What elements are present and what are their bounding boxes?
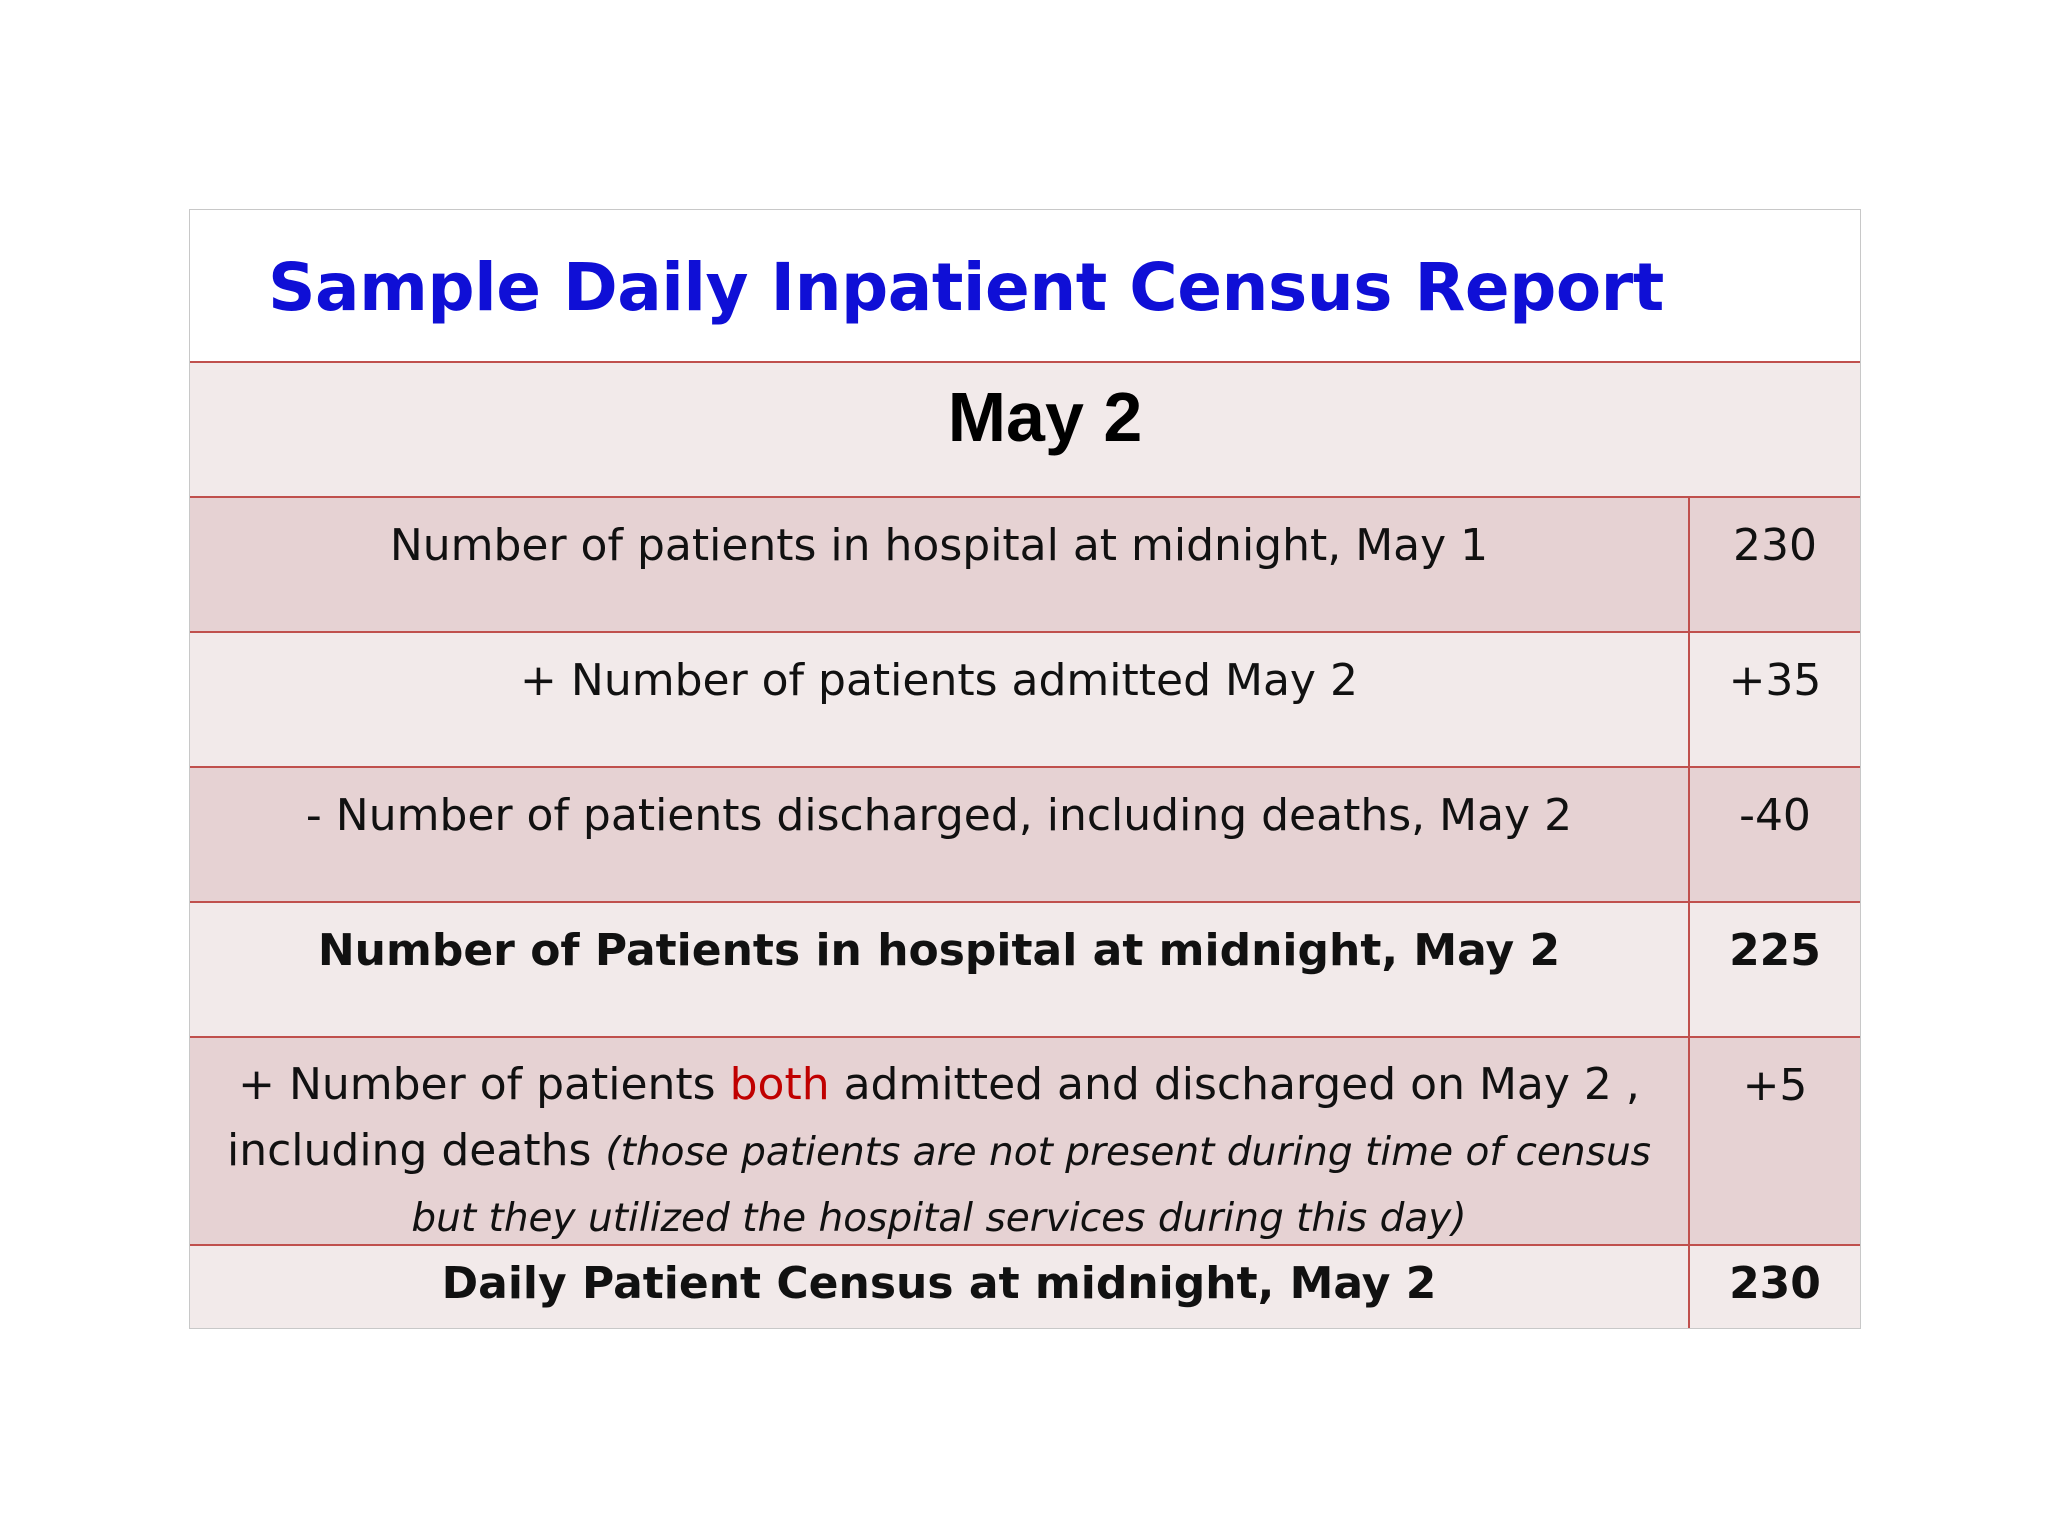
highlight-word: both [729,1059,830,1110]
row-value: +5 [1742,1060,1808,1111]
report-date: May 2 [947,378,1143,456]
census-report-table: Sample Daily Inpatient Census Report May… [189,209,1861,1329]
row-label: + Number of patients admitted May 2 [190,633,1690,766]
row-value: 225 [1729,925,1821,976]
date-row: May 2 [190,363,1860,498]
row-value: 230 [1733,520,1817,571]
row-label-post: admitted and discharged on May 2 , inclu… [226,1059,1640,1176]
row-note: (those patients are not present during t… [411,1130,1651,1241]
row-label: + Number of patients both admitted and d… [190,1038,1690,1244]
table-row: Daily Patient Census at midnight, May 2 … [190,1246,1860,1328]
row-label: Daily Patient Census at midnight, May 2 [190,1246,1690,1328]
table-row: + Number of patients both admitted and d… [190,1038,1860,1246]
report-title: Sample Daily Inpatient Census Report [268,249,1664,326]
row-label: - Number of patients discharged, includi… [190,768,1690,901]
table-row: Number of Patients in hospital at midnig… [190,903,1860,1038]
table-row: + Number of patients admitted May 2 +35 [190,633,1860,768]
row-value: 230 [1729,1258,1821,1309]
row-value: +35 [1728,655,1822,706]
row-label: Number of patients in hospital at midnig… [190,498,1690,631]
table-row: - Number of patients discharged, includi… [190,768,1860,903]
title-row: Sample Daily Inpatient Census Report [190,210,1860,363]
row-label-pre: + Number of patients [238,1059,730,1110]
table-row: Number of patients in hospital at midnig… [190,498,1860,633]
row-label: Number of Patients in hospital at midnig… [190,903,1690,1036]
row-value: -40 [1739,790,1811,841]
